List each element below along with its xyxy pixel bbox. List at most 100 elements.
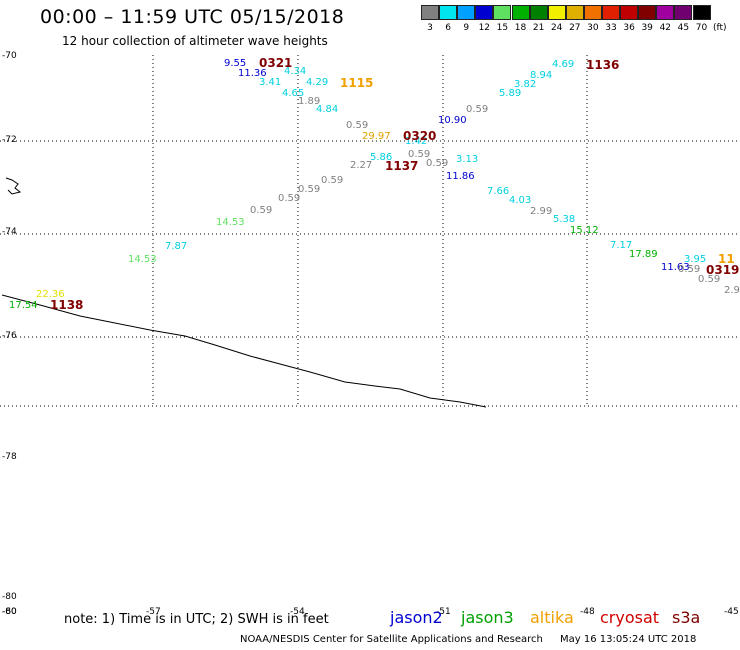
wave-height-value: 11.86	[446, 171, 475, 182]
scale-swatch	[565, 5, 584, 20]
wave-height-value: 4.29	[306, 77, 329, 88]
wave-height-value: 1.89	[298, 96, 321, 107]
pass-time-label: 1136	[586, 58, 620, 72]
lon-label: -48	[580, 607, 595, 617]
scale-swatch	[583, 5, 602, 20]
scale-label: 24	[550, 23, 563, 33]
wave-height-value: 22.36	[36, 289, 65, 300]
scale-label: 6	[445, 23, 451, 33]
wave-height-value: 11.63	[661, 262, 690, 273]
wave-height-value: 0.59	[466, 104, 489, 115]
island-coastline	[5, 177, 22, 195]
wave-height-value: 7.66	[487, 186, 510, 197]
wave-height-value: 0.59	[278, 193, 301, 204]
scale-swatch	[620, 5, 639, 20]
wave-height-value: 5.89	[499, 88, 522, 99]
scale-swatch	[493, 5, 512, 20]
credit-text: NOAA/NESDIS Center for Satellite Applica…	[240, 634, 543, 645]
wave-height-value: 9.55	[224, 58, 247, 69]
scale-swatch	[692, 5, 711, 20]
lat-label: -72	[2, 135, 17, 145]
wave-height-value: 4.69	[552, 59, 575, 70]
wave-height-value: 2.27	[350, 160, 373, 171]
wave-height-value: 11.36	[238, 68, 267, 79]
map-subtitle: 12 hour collection of altimeter wave hei…	[62, 34, 328, 48]
wave-height-value: 0.59	[678, 264, 701, 275]
pass-time-label: 0320	[403, 129, 437, 143]
scale-swatch	[656, 5, 675, 20]
pass-time-label: 1138	[50, 298, 84, 312]
lon-label: -57	[146, 607, 161, 617]
scale-unit: (ft)	[713, 23, 727, 33]
wave-height-value: 4.84	[316, 104, 339, 115]
scale-label: 36	[623, 23, 635, 33]
scale-label: 42	[659, 23, 672, 33]
scale-label: 70	[695, 23, 708, 33]
pass-time-label: 1137	[385, 159, 419, 173]
lon-label: -45	[724, 607, 739, 617]
wave-height-value: 7.17	[610, 240, 633, 251]
scale-label: 15	[496, 23, 509, 33]
scale-swatch	[475, 5, 494, 20]
credit-line: NOAA/NESDIS Center for Satellite Applica…	[240, 634, 696, 645]
wave-height-value: 4.65	[282, 88, 305, 99]
wave-height-value: 17.54	[9, 300, 38, 311]
scale-swatch	[529, 5, 548, 20]
scale-label: 27	[569, 23, 581, 33]
scale-swatch	[638, 5, 657, 20]
scale-swatch	[602, 5, 620, 20]
antarctic-coastline	[1, 294, 487, 408]
scale-label: 9	[463, 23, 470, 33]
wave-height-value: 0.59	[298, 184, 321, 195]
wave-height-value: 0.59	[346, 120, 369, 131]
lat-label: -80	[2, 607, 17, 617]
wave-height-value: 15.12	[570, 225, 599, 236]
wave-height-value: 2.99	[530, 206, 553, 217]
wave-height-value: 3.13	[456, 154, 479, 165]
scale-swatch	[511, 5, 530, 20]
scale-label: 12	[478, 23, 491, 33]
lon-label: -60	[2, 607, 17, 617]
footnote: note: 1) Time is in UTC; 2) SWH is in fe…	[64, 612, 329, 627]
wave-height-value: 0.59	[250, 205, 273, 216]
lat-label: -76	[2, 331, 17, 341]
wave-height-value: 17.89	[629, 249, 658, 260]
lat-label: -74	[2, 227, 17, 237]
generated-timestamp: May 16 13:05:24 UTC 2018	[560, 634, 697, 645]
satellite-s3a: s3a	[672, 608, 701, 627]
map-title: 00:00 – 11:59 UTC 05/15/2018	[40, 6, 345, 28]
wave-height-value: 4.03	[509, 195, 532, 206]
wave-height-value: 29.97	[362, 131, 391, 142]
wave-height-value: 5.38	[553, 214, 576, 225]
wave-height-value: 3.82	[514, 79, 537, 90]
scale-swatch	[457, 5, 476, 20]
wave-height-value: 10.90	[438, 115, 467, 126]
wave-height-value: 0.59	[321, 175, 344, 186]
satellite-cryosat: cryosat	[600, 608, 660, 627]
graticule	[0, 55, 740, 407]
wave-height-value: 0.59	[426, 158, 449, 169]
lon-label: -51	[436, 607, 451, 617]
satellite-jason3: jason3	[461, 608, 514, 627]
pass-time-label: 1115	[340, 76, 374, 90]
scale-swatch	[439, 5, 458, 20]
wave-height-value: 1.42	[405, 136, 428, 147]
scale-label: 30	[587, 23, 599, 33]
wave-height-value: 3.95	[684, 254, 707, 265]
pass-time-label: 0319	[706, 263, 740, 277]
lat-label: -70	[2, 51, 17, 61]
wave-height-value: 0.59	[698, 274, 721, 285]
wave-height-value: 0.59	[408, 149, 431, 160]
wave-height-value: 4.34	[284, 66, 307, 77]
scale-swatch	[547, 5, 566, 20]
pass-time-label: 0321	[259, 56, 293, 70]
lat-label: -80	[2, 592, 17, 602]
scale-label: 39	[641, 23, 653, 33]
scale-swatch	[421, 5, 439, 20]
lon-label: -54	[290, 607, 305, 617]
satellite-jason2: jason2	[390, 608, 443, 627]
satellite-altika: altika	[530, 608, 574, 627]
scale-label: 33	[605, 23, 617, 33]
wave-height-value: 14.53	[128, 254, 157, 265]
wave-height-value: 14.53	[216, 217, 245, 228]
